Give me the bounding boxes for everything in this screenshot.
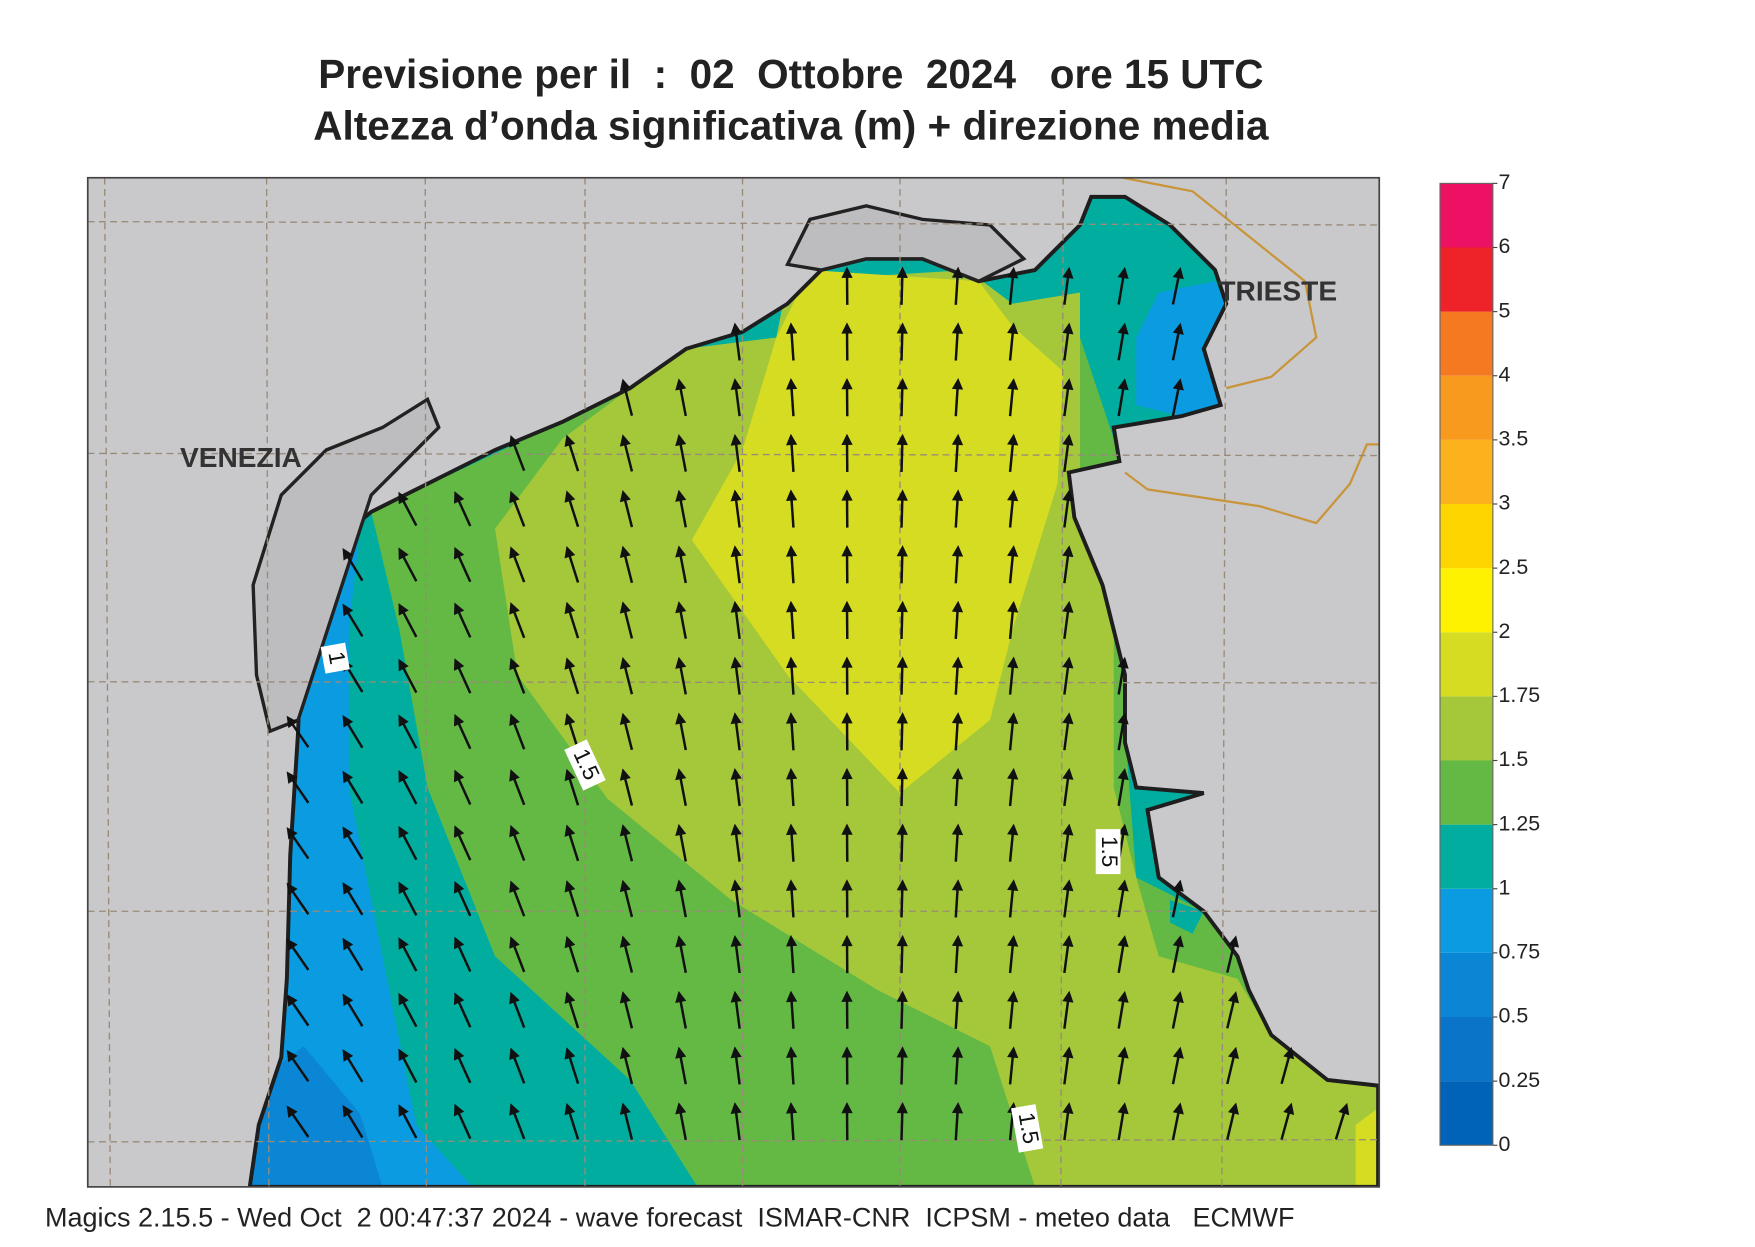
- colorbar-band: [1440, 568, 1493, 632]
- place-label: TRIESTE: [1218, 275, 1337, 306]
- contour-label-text: 1.5: [1014, 1111, 1044, 1146]
- arrow-shaft: [901, 608, 902, 639]
- colorbar-tick-label: 1: [1499, 875, 1511, 899]
- arrow-shaft: [901, 830, 902, 861]
- colorbar-tick-label: 0.5: [1499, 1004, 1529, 1028]
- colorbar-band: [1440, 440, 1493, 504]
- arrow-shaft: [901, 886, 902, 917]
- map: VENEZIA TRIESTE 1 1.5 1.5 1.5: [88, 178, 1380, 1187]
- colorbar-tick-label: 1.75: [1499, 683, 1541, 707]
- colorbar-tick-label: 1.5: [1499, 747, 1529, 771]
- colorbar-tick-label: 0: [1499, 1132, 1511, 1156]
- arrow-shaft: [901, 942, 902, 973]
- arrow-shaft: [901, 997, 902, 1028]
- colorbar-band: [1440, 889, 1493, 953]
- colorbar-band: [1440, 632, 1493, 696]
- colorbar-tick-label: 7: [1499, 170, 1511, 194]
- colorbar-tick-label: 3.5: [1499, 427, 1529, 451]
- colorbar-band: [1440, 696, 1493, 760]
- colorbar-tick-label: 1.25: [1499, 811, 1541, 835]
- title-line-2: Altezza d’onda significativa (m) + direz…: [313, 103, 1269, 149]
- place-label: VENEZIA: [180, 442, 302, 473]
- colorbar: 0 0.25 0.5 0.75 1 1.25 1.5 1.75 2 2.5 3 3.5 4 5 6 7: [1440, 170, 1540, 1156]
- arrow-shaft: [901, 1109, 902, 1140]
- arrow-shaft: [901, 385, 902, 416]
- arrow-shaft: [901, 273, 902, 304]
- arrow-shaft: [901, 496, 902, 527]
- colorbar-band: [1440, 825, 1493, 889]
- colorbar-tick-label: 0.25: [1499, 1068, 1541, 1092]
- arrow-shaft: [901, 1053, 902, 1084]
- colorbar-tick-label: 3: [1499, 491, 1511, 515]
- contour-label-text: 1.5: [1097, 836, 1122, 867]
- title-line-1: Previsione per il : 02 Ottobre 2024 ore …: [318, 51, 1263, 97]
- contour-label: 1.5: [1096, 829, 1122, 874]
- colorbar-band: [1440, 312, 1493, 376]
- colorbar-tick-label: 0.75: [1499, 940, 1541, 964]
- arrow-shaft: [901, 719, 902, 750]
- colorbar-tick-label: 4: [1499, 362, 1511, 386]
- colorbar-tick-label: 2.5: [1499, 555, 1529, 579]
- colorbar-tick-label: 5: [1499, 298, 1511, 322]
- colorbar-band: [1440, 376, 1493, 440]
- colorbar-tick-label: 2: [1499, 619, 1511, 643]
- colorbar-band: [1440, 761, 1493, 825]
- colorbar-band: [1440, 1017, 1493, 1081]
- colorbar-band: [1440, 248, 1493, 312]
- colorbar-tick-label: 6: [1499, 234, 1511, 258]
- colorbar-band: [1440, 1081, 1493, 1145]
- arrow-shaft: [901, 552, 902, 583]
- colorbar-band: [1440, 504, 1493, 568]
- arrow-shaft: [901, 775, 902, 806]
- arrow-shaft: [901, 663, 902, 694]
- arrow-shaft: [901, 329, 902, 360]
- arrow-shaft: [901, 440, 902, 471]
- colorbar-band: [1440, 953, 1493, 1017]
- footer: Magics 2.15.5 - Wed Oct 2 00:47:37 2024 …: [45, 1202, 1294, 1232]
- colorbar-band: [1440, 183, 1493, 247]
